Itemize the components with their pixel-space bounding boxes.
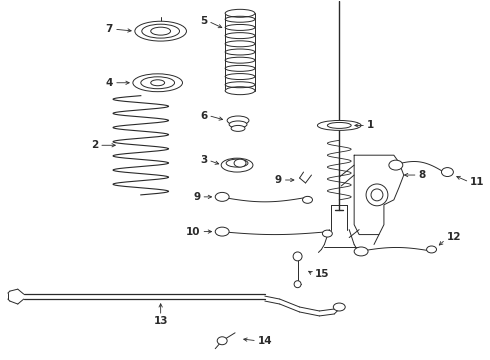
Text: 11: 11 [470,177,485,187]
Ellipse shape [133,74,182,92]
Text: 14: 14 [258,336,272,346]
Ellipse shape [225,9,255,17]
Ellipse shape [231,125,245,131]
Text: 7: 7 [106,24,113,34]
Ellipse shape [221,158,253,172]
Text: 8: 8 [418,170,426,180]
Ellipse shape [427,246,437,253]
Ellipse shape [294,281,301,288]
Ellipse shape [215,227,229,236]
Ellipse shape [322,230,332,237]
Text: 15: 15 [315,269,329,279]
Text: 10: 10 [186,226,200,237]
Ellipse shape [151,80,165,86]
Text: 2: 2 [91,140,98,150]
Text: 6: 6 [200,111,207,121]
Text: 1: 1 [367,121,374,130]
Ellipse shape [318,121,361,130]
Ellipse shape [227,116,249,125]
Text: 3: 3 [200,155,207,165]
Ellipse shape [215,192,229,201]
Text: 5: 5 [200,16,207,26]
Text: 9: 9 [193,192,200,202]
Ellipse shape [142,24,179,38]
Ellipse shape [135,21,187,41]
Ellipse shape [333,303,345,311]
Ellipse shape [229,121,247,128]
Text: 4: 4 [106,78,113,88]
Ellipse shape [354,247,368,256]
Ellipse shape [293,252,302,261]
Text: 12: 12 [446,231,461,242]
Text: 13: 13 [153,316,168,326]
Ellipse shape [225,87,255,95]
Ellipse shape [371,189,383,201]
Ellipse shape [234,159,246,167]
Ellipse shape [366,184,388,206]
Ellipse shape [226,159,248,167]
Ellipse shape [327,122,351,129]
Ellipse shape [141,77,174,89]
Ellipse shape [302,196,313,203]
Ellipse shape [389,160,403,170]
Ellipse shape [441,168,453,176]
Ellipse shape [217,337,227,345]
Text: 9: 9 [274,175,282,185]
Ellipse shape [151,27,171,35]
